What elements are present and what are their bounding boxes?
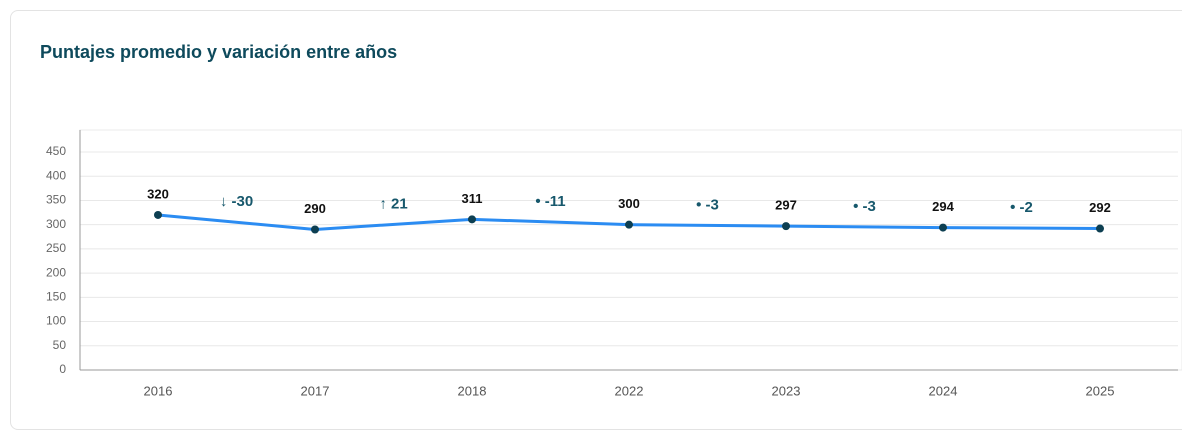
y-tick-label: 100: [46, 314, 66, 328]
plot-frame: [79, 129, 1182, 371]
data-point: [1096, 224, 1104, 233]
x-tick-label: 2018: [458, 383, 487, 398]
data-label: 290: [304, 201, 326, 216]
data-label: 292: [1089, 200, 1111, 215]
x-tick-label: 2022: [615, 383, 644, 398]
data-point: [782, 222, 790, 231]
variation-label: • -3: [853, 198, 876, 215]
x-tick-label: 2016: [144, 383, 173, 398]
data-label: 311: [462, 191, 483, 206]
y-tick-label: 200: [46, 265, 66, 279]
y-tick-label: 300: [46, 217, 66, 231]
y-tick-label: 50: [53, 338, 67, 352]
x-tick-label: 2017: [301, 383, 330, 398]
x-tick-label: 2024: [929, 383, 958, 398]
data-point: [311, 225, 319, 234]
x-tick-label: 2023: [772, 383, 801, 398]
data-point: [468, 215, 476, 224]
chart: Puntajes promedio y variación entre años…: [40, 42, 1182, 398]
y-tick-label: 350: [46, 193, 66, 207]
chart-title: Puntajes promedio y variación entre años: [40, 42, 397, 62]
data-label: 294: [932, 199, 954, 214]
variation-label: • -2: [1010, 199, 1033, 216]
x-tick-label: 2025: [1086, 383, 1115, 398]
variation-label: ↓ -30: [220, 193, 253, 210]
y-tick-label: 150: [46, 290, 66, 304]
data-label: 300: [618, 196, 640, 211]
variation-label: ↑ 21: [379, 195, 407, 212]
data-point: [154, 210, 162, 219]
variation-label: • -11: [535, 193, 565, 210]
data-label: 297: [775, 198, 797, 213]
y-tick-label: 450: [46, 144, 66, 158]
y-tick-label: 250: [46, 241, 66, 255]
page: Puntajes promedio y variación entre años…: [10, 10, 1182, 430]
variation-label: • -3: [696, 196, 719, 213]
data-point: [939, 223, 947, 232]
data-point: [625, 220, 633, 229]
data-label: 320: [147, 186, 169, 201]
y-tick-label: 400: [46, 168, 66, 182]
y-tick-label: 0: [59, 362, 66, 376]
